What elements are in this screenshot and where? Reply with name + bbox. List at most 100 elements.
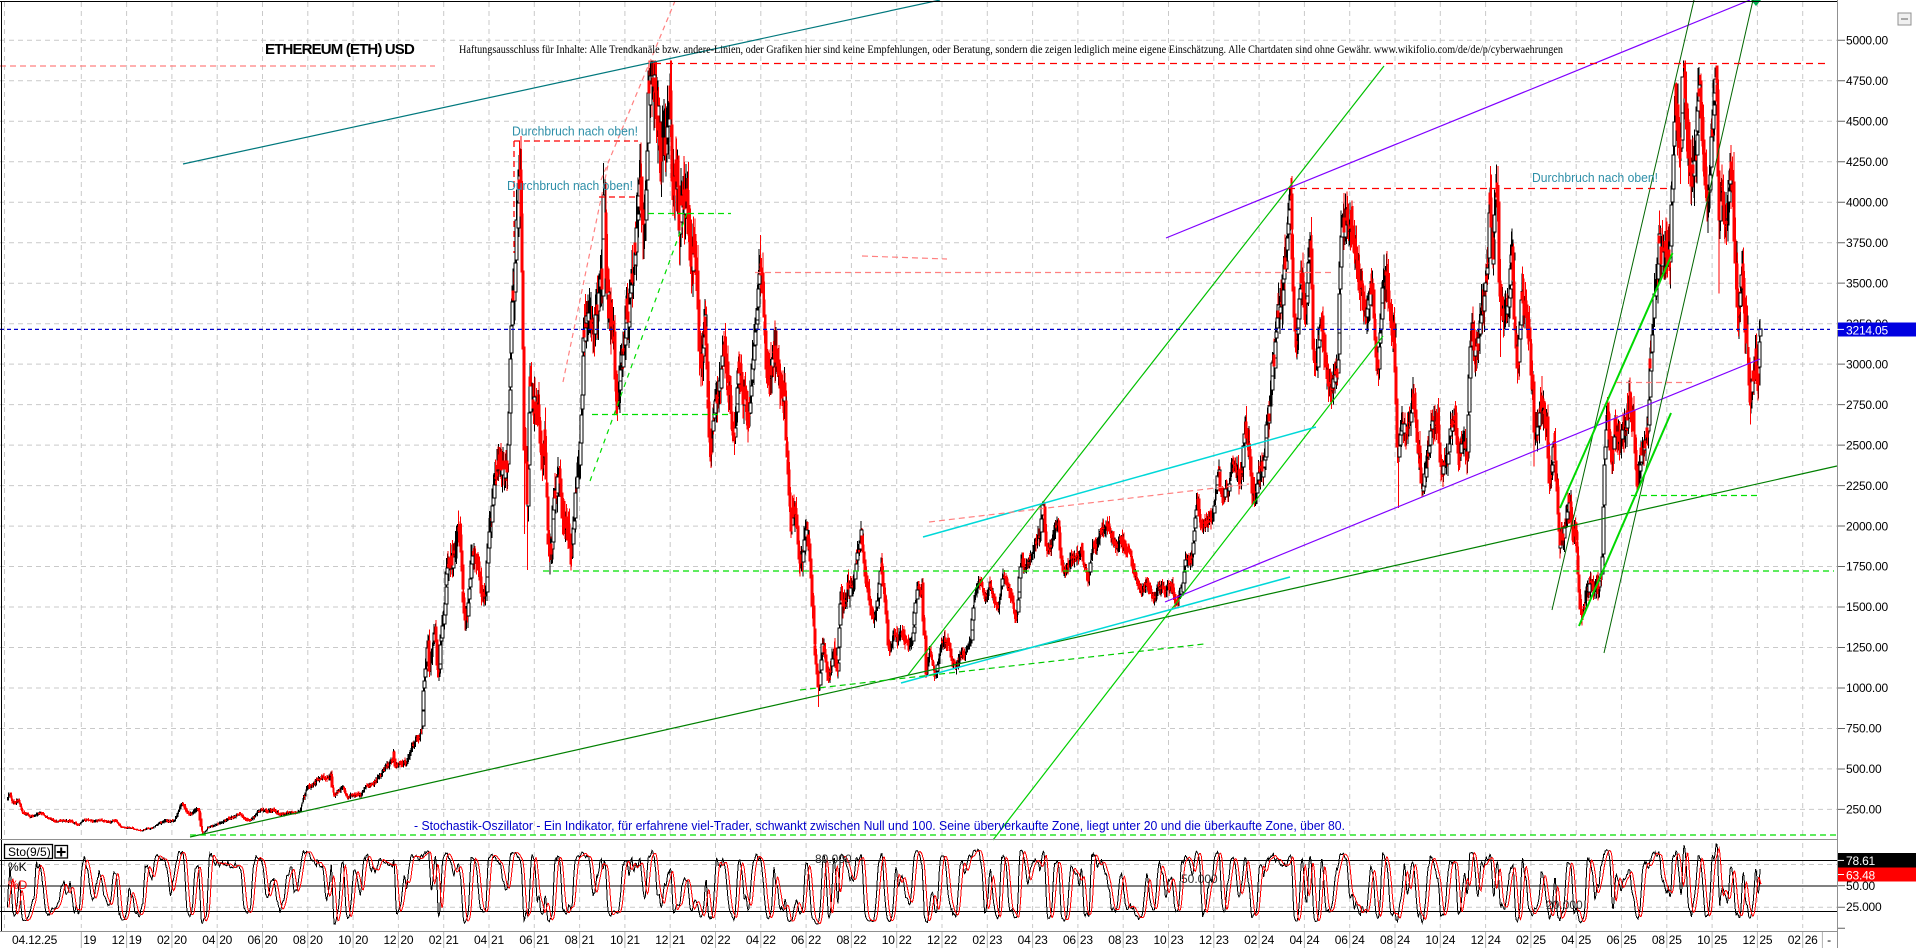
svg-text:3750.00: 3750.00	[1846, 236, 1889, 250]
svg-text:78.61: 78.61	[1846, 854, 1876, 868]
svg-text:23: 23	[1125, 933, 1138, 947]
svg-text:Durchbruch nach oben!: Durchbruch nach oben!	[507, 178, 633, 193]
svg-text:10: 10	[338, 933, 351, 947]
svg-text:02: 02	[972, 933, 985, 947]
svg-text:24: 24	[1261, 933, 1274, 947]
svg-text:02: 02	[429, 933, 442, 947]
svg-text:04.12.25: 04.12.25	[12, 933, 58, 947]
svg-text:21: 21	[491, 933, 504, 947]
svg-text:02: 02	[701, 933, 714, 947]
svg-text:23: 23	[1171, 933, 1184, 947]
svg-text:1250.00: 1250.00	[1846, 641, 1889, 655]
svg-text:Durchbruch nach oben!: Durchbruch nach oben!	[1532, 170, 1658, 185]
svg-text:04: 04	[1289, 933, 1302, 947]
svg-text:25: 25	[1759, 933, 1772, 947]
svg-text:Haftungsausschluss für Inhalte: Haftungsausschluss für Inhalte: Alle Tre…	[459, 42, 1563, 56]
svg-text:06: 06	[1063, 933, 1076, 947]
svg-text:-: -	[1827, 933, 1831, 947]
svg-text:23: 23	[1080, 933, 1093, 947]
svg-text:21: 21	[672, 933, 685, 947]
svg-text:08: 08	[1380, 933, 1393, 947]
svg-text:2500.00: 2500.00	[1846, 438, 1889, 452]
svg-text:20: 20	[174, 933, 187, 947]
svg-text:02: 02	[1516, 933, 1529, 947]
svg-text:24: 24	[1488, 933, 1501, 947]
svg-text:10: 10	[1154, 933, 1167, 947]
svg-text:04: 04	[1018, 933, 1031, 947]
svg-text:08: 08	[1108, 933, 1121, 947]
svg-text:12: 12	[927, 933, 940, 947]
svg-text:02: 02	[157, 933, 170, 947]
svg-text:Durchbruch nach oben!: Durchbruch nach oben!	[512, 124, 638, 139]
svg-text:4750.00: 4750.00	[1846, 74, 1889, 88]
svg-text:3214.05: 3214.05	[1846, 323, 1889, 337]
svg-text:ETHEREUM (ETH) USD: ETHEREUM (ETH) USD	[265, 41, 415, 58]
svg-text:3000.00: 3000.00	[1846, 357, 1889, 371]
svg-text:4000.00: 4000.00	[1846, 195, 1889, 209]
svg-text:2000.00: 2000.00	[1846, 519, 1889, 533]
svg-text:Sto(9/5): Sto(9/5)	[8, 845, 51, 859]
svg-text:25: 25	[1533, 933, 1546, 947]
svg-text:22: 22	[944, 933, 957, 947]
svg-text:12: 12	[655, 933, 668, 947]
svg-text:24: 24	[1306, 933, 1319, 947]
svg-text:20: 20	[400, 933, 413, 947]
svg-text:12: 12	[1742, 933, 1755, 947]
svg-text:3500.00: 3500.00	[1846, 276, 1889, 290]
svg-text:25: 25	[1624, 933, 1637, 947]
svg-text:1750.00: 1750.00	[1846, 560, 1889, 574]
svg-text:4500.00: 4500.00	[1846, 114, 1889, 128]
svg-text:04: 04	[202, 933, 215, 947]
svg-text:24: 24	[1397, 933, 1410, 947]
svg-text:06: 06	[1607, 933, 1620, 947]
svg-text:24: 24	[1352, 933, 1365, 947]
svg-text:08: 08	[293, 933, 306, 947]
svg-text:08: 08	[836, 933, 849, 947]
svg-text:04: 04	[474, 933, 487, 947]
svg-text:06: 06	[248, 933, 261, 947]
svg-text:500.00: 500.00	[1846, 762, 1882, 776]
svg-text:24: 24	[1442, 933, 1455, 947]
svg-text:20: 20	[355, 933, 368, 947]
svg-text:50.000: 50.000	[1181, 872, 1218, 886]
svg-text:22: 22	[763, 933, 776, 947]
svg-text:12: 12	[1471, 933, 1484, 947]
svg-text:02: 02	[1788, 933, 1801, 947]
svg-text:10: 10	[1697, 933, 1710, 947]
svg-text:21: 21	[582, 933, 595, 947]
svg-text:06: 06	[519, 933, 532, 947]
svg-text:25: 25	[1669, 933, 1682, 947]
svg-text:04: 04	[1561, 933, 1574, 947]
svg-text:21: 21	[627, 933, 640, 947]
svg-text:4250.00: 4250.00	[1846, 155, 1889, 169]
svg-text:5000.00: 5000.00	[1846, 34, 1889, 48]
svg-text:%K: %K	[8, 860, 27, 874]
svg-text:25.000: 25.000	[1846, 900, 1882, 914]
svg-text:02: 02	[1244, 933, 1257, 947]
svg-text:22: 22	[853, 933, 866, 947]
svg-text:10: 10	[610, 933, 623, 947]
svg-text:2750.00: 2750.00	[1846, 398, 1889, 412]
svg-text:250.00: 250.00	[1846, 803, 1882, 817]
svg-text:19: 19	[129, 933, 142, 947]
svg-text:10: 10	[882, 933, 895, 947]
svg-text:20: 20	[310, 933, 323, 947]
svg-text:10: 10	[1425, 933, 1438, 947]
svg-text:21: 21	[446, 933, 459, 947]
svg-text:22: 22	[808, 933, 821, 947]
svg-text:06: 06	[791, 933, 804, 947]
svg-text:12: 12	[112, 933, 125, 947]
svg-text:12: 12	[383, 933, 396, 947]
svg-text:04: 04	[746, 933, 759, 947]
svg-text:08: 08	[1652, 933, 1665, 947]
svg-text:23: 23	[1035, 933, 1048, 947]
svg-text:19: 19	[83, 933, 96, 947]
svg-text:1000.00: 1000.00	[1846, 681, 1889, 695]
svg-text:750.00: 750.00	[1846, 722, 1882, 736]
svg-text:50.00: 50.00	[1846, 879, 1876, 893]
svg-text:63.48: 63.48	[1846, 868, 1876, 882]
svg-text:25: 25	[1714, 933, 1727, 947]
svg-text:26: 26	[1805, 933, 1818, 947]
svg-text:25: 25	[1578, 933, 1591, 947]
svg-text:21: 21	[536, 933, 549, 947]
